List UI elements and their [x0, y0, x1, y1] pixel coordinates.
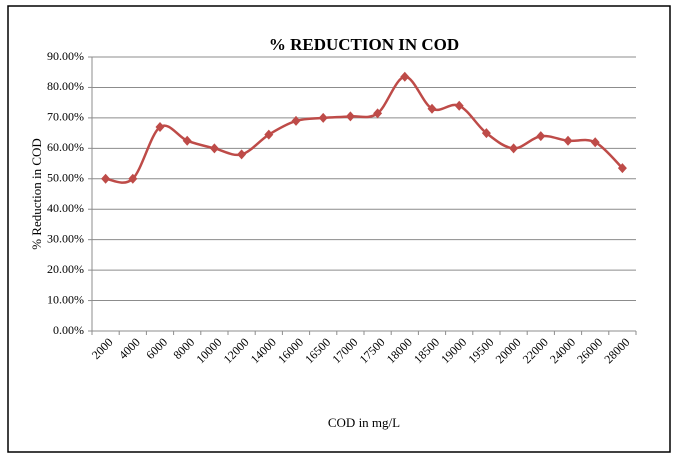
- y-tick-label: 40.00%: [47, 201, 84, 215]
- data-point: [536, 131, 546, 142]
- data-point: [128, 173, 138, 184]
- data-point: [481, 128, 491, 139]
- y-tick-label: 60.00%: [47, 140, 84, 154]
- data-point: [318, 112, 328, 123]
- y-axis-title: % Reduction in COD: [29, 138, 44, 250]
- data-point: [563, 135, 573, 146]
- data-point: [264, 129, 274, 140]
- data-point: [182, 135, 192, 146]
- data-point: [373, 108, 383, 119]
- y-tick-label: 50.00%: [47, 171, 84, 185]
- data-point: [101, 173, 111, 184]
- y-tick-label: 70.00%: [47, 110, 84, 124]
- data-point: [590, 137, 600, 148]
- y-tick-label: 80.00%: [47, 79, 84, 93]
- data-point: [509, 143, 519, 154]
- chart-frame: [7, 5, 671, 453]
- y-tick-label: 0.00%: [53, 323, 84, 337]
- y-tick-label: 10.00%: [47, 292, 84, 306]
- data-point: [345, 111, 355, 122]
- data-point: [237, 149, 247, 160]
- data-point: [427, 103, 437, 114]
- data-point: [209, 143, 219, 154]
- y-tick-label: 30.00%: [47, 231, 84, 245]
- data-point: [291, 115, 301, 126]
- y-tick-label: 20.00%: [47, 262, 84, 276]
- data-point: [617, 163, 627, 174]
- data-point: [400, 71, 410, 82]
- chart-title: % REDUCTION IN COD: [269, 35, 459, 54]
- x-axis-title: COD in mg/L: [328, 415, 400, 430]
- data-point: [454, 100, 464, 111]
- y-tick-label: 90.00%: [47, 49, 84, 63]
- data-point: [155, 122, 165, 133]
